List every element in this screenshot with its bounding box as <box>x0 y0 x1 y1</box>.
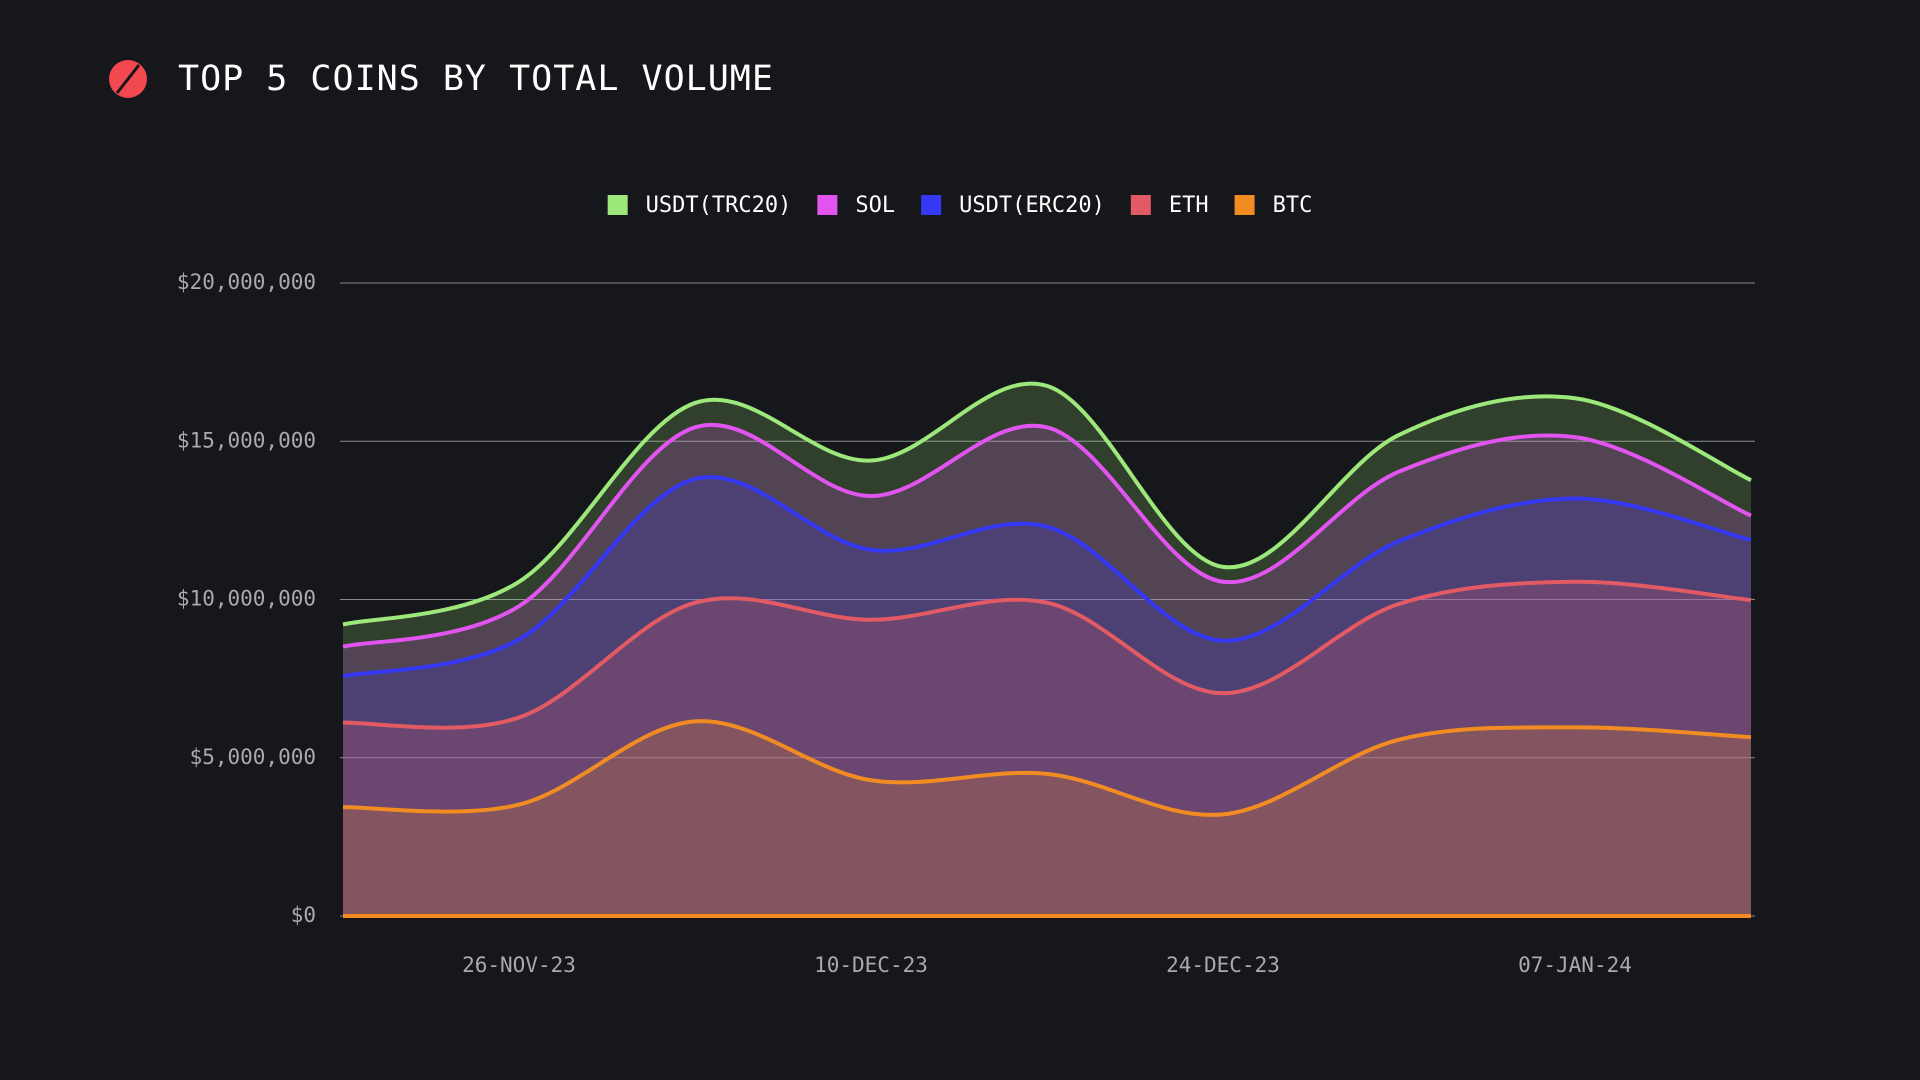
legend-label: USDT(TRC20) <box>646 193 792 218</box>
x-tick-label: 26-NOV-23 <box>462 953 576 977</box>
area-fill <box>343 721 1751 916</box>
y-tick-label: $20,000,000 <box>177 270 316 294</box>
x-tick-label: 07-JAN-24 <box>1518 953 1632 977</box>
legend-swatch <box>1234 195 1255 215</box>
x-tick-label: 24-DEC-23 <box>1166 953 1280 977</box>
logo-icon <box>109 60 147 98</box>
y-tick-label: $5,000,000 <box>190 745 316 769</box>
area-line <box>342 475 1752 679</box>
area-fills <box>343 383 1751 916</box>
legend-swatch <box>1130 195 1151 215</box>
legend-swatch <box>817 195 838 215</box>
area-fill <box>343 477 1751 916</box>
legend-label: SOL <box>855 193 895 218</box>
area-fill <box>343 581 1751 916</box>
chart-title: TOP 5 COINS BY TOTAL VOLUME <box>178 59 774 99</box>
legend-swatch <box>921 195 942 215</box>
area-line <box>342 423 1752 649</box>
legend-swatch <box>607 195 628 215</box>
legend-label: BTC <box>1273 193 1313 218</box>
legend: USDT(TRC20) SOL USDT(ERC20) ETH BTC <box>607 193 1313 218</box>
area-line <box>342 579 1752 730</box>
legend-label: USDT(ERC20) <box>959 193 1105 218</box>
area-lines <box>342 381 1752 918</box>
area-line <box>342 719 1752 817</box>
legend-label: ETH <box>1169 193 1209 218</box>
y-tick-label: $0 <box>291 903 316 927</box>
y-tick-label: $10,000,000 <box>177 587 316 611</box>
area-fill <box>343 424 1751 916</box>
area-line <box>342 381 1752 627</box>
y-tick-label: $15,000,000 <box>177 428 316 452</box>
area-fill <box>343 383 1751 916</box>
x-tick-label: 10-DEC-23 <box>814 953 928 977</box>
